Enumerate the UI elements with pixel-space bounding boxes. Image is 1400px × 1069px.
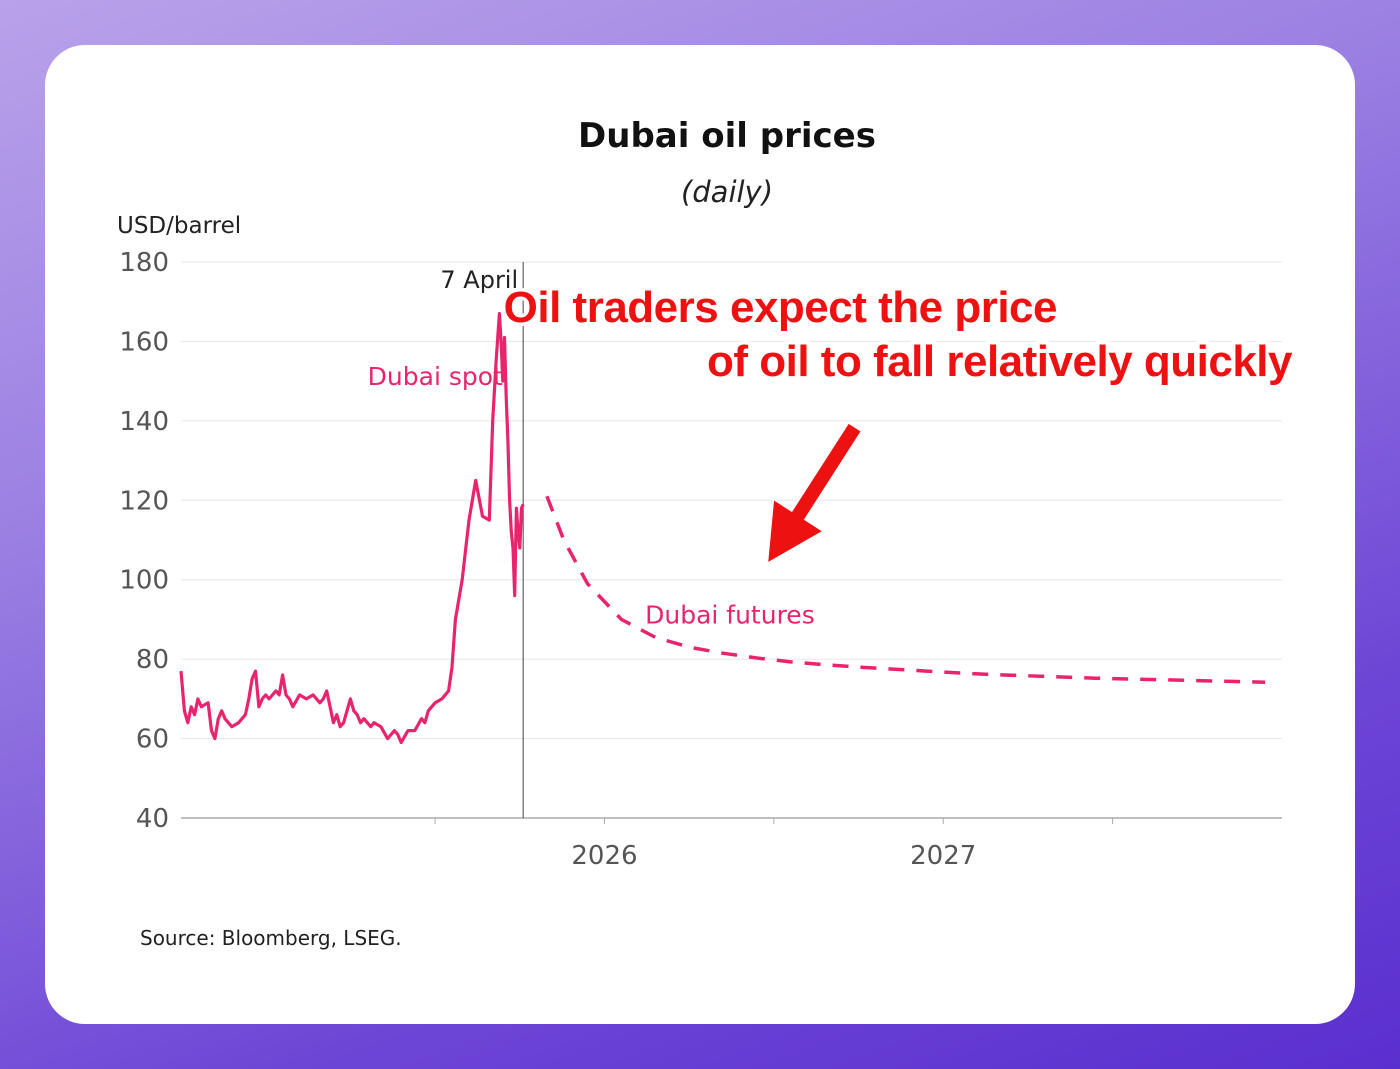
date-marker: 7 April [440, 262, 524, 818]
chart-subtitle: (daily) [681, 175, 773, 209]
chart-title: Dubai oil prices [578, 116, 876, 156]
x-tick-label: 2027 [910, 841, 976, 871]
series-line-dubai-futures [545, 495, 1266, 684]
series-label-dubai-spot: Dubai spot [368, 362, 503, 391]
series-line-dubai-spot [179, 312, 525, 745]
y-tick-label: 140 [119, 407, 169, 437]
series-label-dubai-futures: Dubai futures [645, 600, 815, 629]
source-note: Source: Bloomberg, LSEG. [140, 926, 402, 950]
gridlines [181, 261, 1282, 740]
callout-arrow-icon [765, 421, 864, 566]
callout: Oil traders expect the price of oil to f… [500, 280, 1297, 566]
y-axis-ticks: 40 60 80 100 120 140 160 180 [119, 248, 169, 834]
y-tick-label: 100 [119, 566, 169, 596]
x-axis: 2026 2027 [181, 817, 1282, 871]
y-tick-label: 120 [119, 486, 169, 516]
y-tick-label: 80 [136, 645, 169, 675]
callout-line-2: of oil to fall relatively quickly [707, 337, 1293, 386]
y-tick-label: 160 [119, 327, 169, 357]
y-tick-label: 60 [136, 725, 169, 755]
callout-line-1: Oil traders expect the price [504, 283, 1057, 332]
y-tick-label: 40 [136, 804, 169, 834]
chart: Dubai oil prices (daily) USD/barrel 40 60… [117, 116, 1297, 950]
x-tick-label: 2026 [571, 841, 637, 871]
y-axis-unit-label: USD/barrel [117, 213, 241, 239]
y-tick-label: 180 [119, 248, 169, 278]
chart-card: Dubai oil prices (daily) USD/barrel 40 60… [45, 45, 1355, 1024]
series-group [179, 312, 1266, 745]
date-marker-label: 7 April [440, 266, 518, 294]
